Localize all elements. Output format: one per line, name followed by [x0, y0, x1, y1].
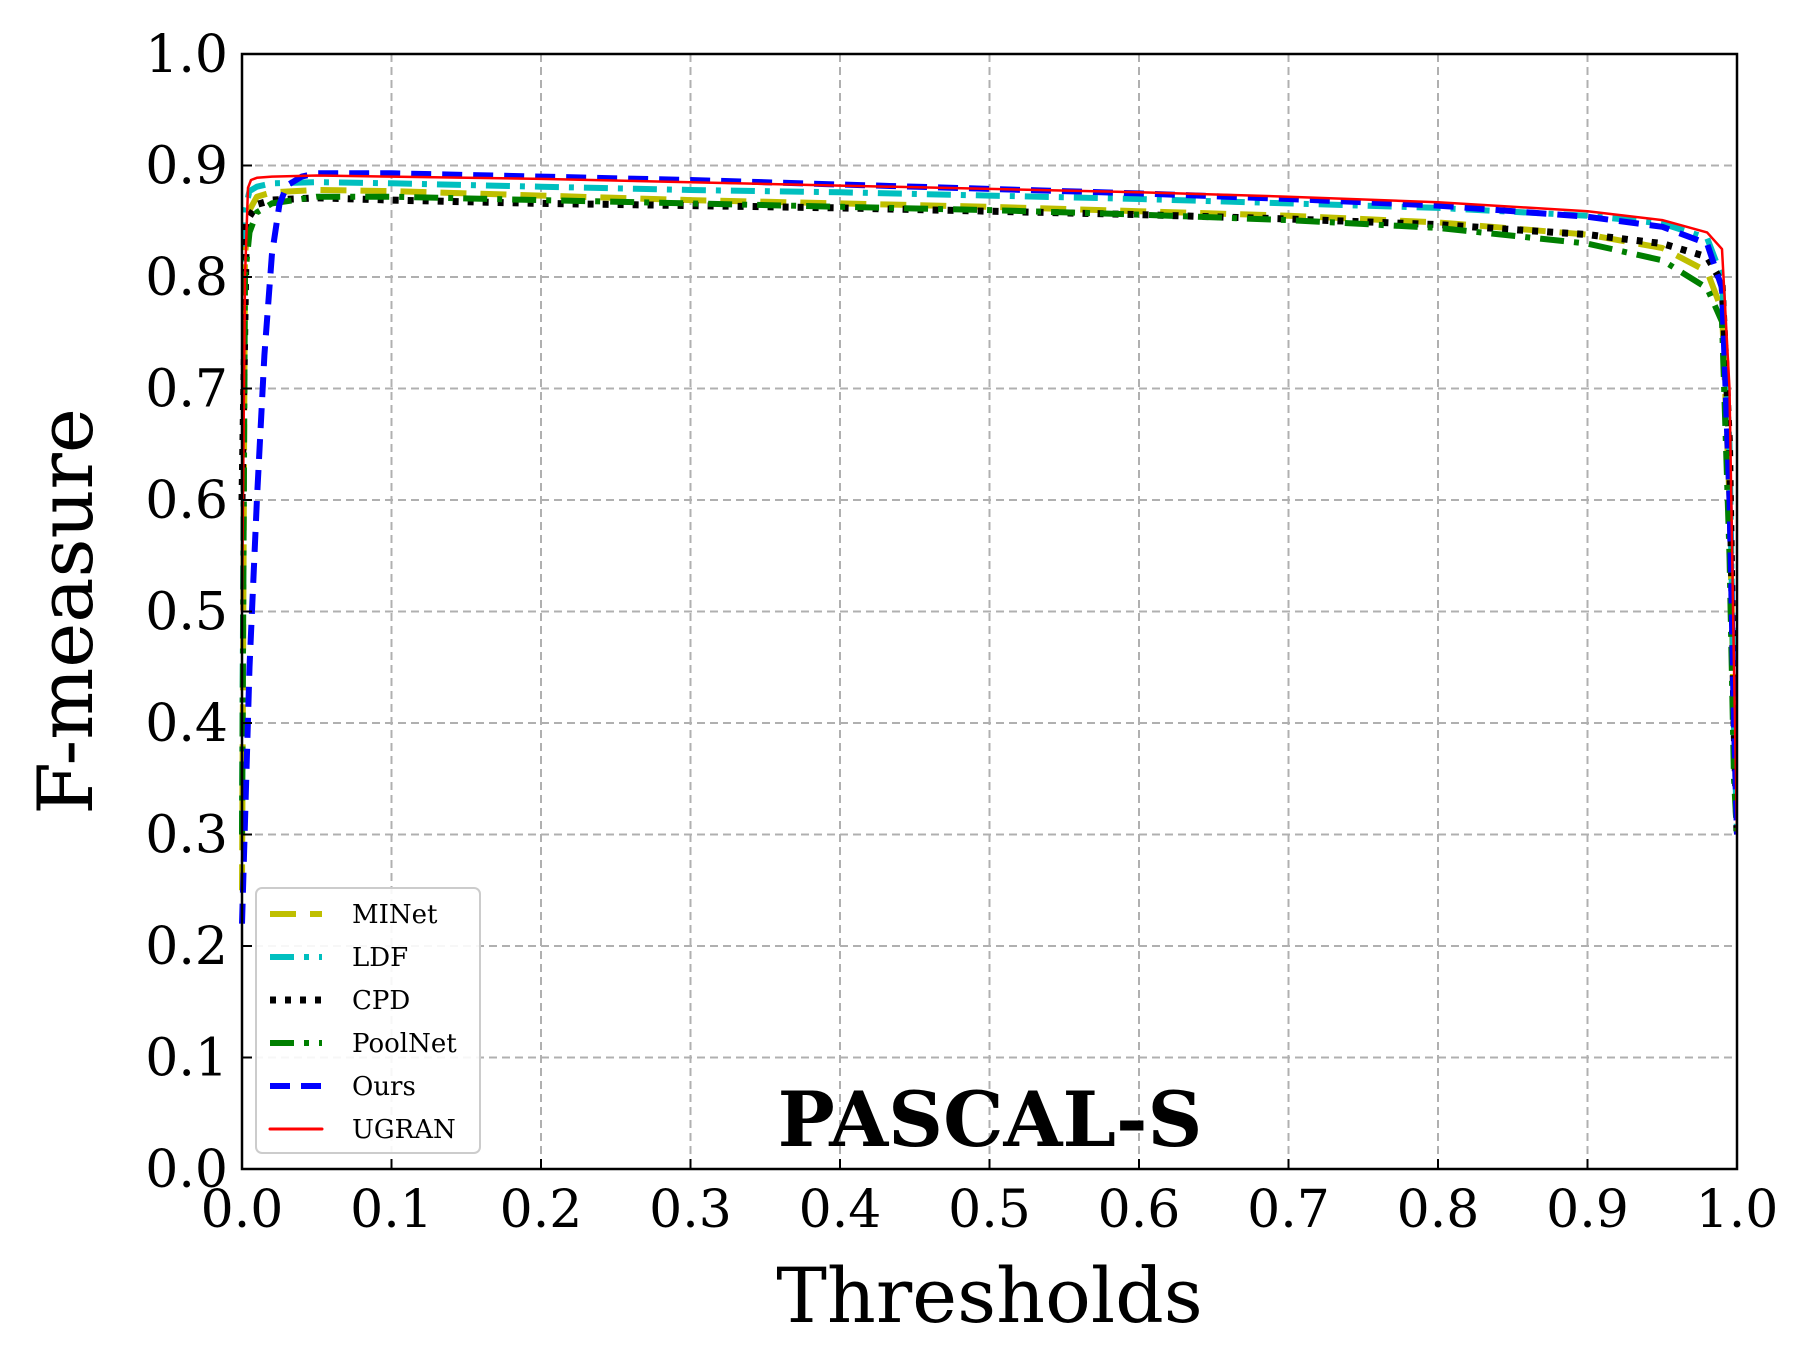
series-line-poolnet [239, 193, 1736, 835]
legend-label-cpd: CPD [352, 986, 410, 1016]
x-tick-label: 0.5 [948, 1180, 1031, 1240]
legend-label-ldf: LDF [352, 943, 408, 973]
dataset-annotation: PASCAL-S [778, 1075, 1203, 1164]
x-tick-label: 1.0 [1696, 1180, 1779, 1240]
legend: MINet LDF CPD PoolNet Ours UGRAN [255, 887, 481, 1154]
x-tick-label: 0.6 [1098, 1180, 1181, 1240]
y-axis-title: F-measure [21, 408, 110, 815]
y-tick-label: 0.1 [145, 1029, 228, 1089]
y-tick-label: 0.6 [145, 471, 228, 531]
legend-label-ugran: UGRAN [352, 1115, 456, 1145]
grid [242, 54, 1737, 1169]
x-tick-label: 0.4 [799, 1180, 882, 1240]
x-tick-label: 0.0 [201, 1180, 284, 1240]
series-line-ldf [239, 179, 1736, 835]
y-tick-label: 0.2 [145, 917, 228, 977]
y-tick-label: 0.7 [145, 360, 228, 420]
y-tick-label: 0.4 [145, 694, 228, 754]
x-tick-label: 0.1 [350, 1180, 433, 1240]
series-line-ugran [240, 174, 1736, 836]
y-tick-label: 0.5 [145, 583, 228, 643]
ticks [241, 53, 1738, 1170]
tick-labels: 0.0 0.1 0.2 0.3 0.4 0.5 0.6 0.7 0.8 0.9 1.0 0.0 0.1 0… [145, 25, 1778, 1240]
series-line-minet [239, 187, 1736, 891]
y-tick-label: 0.8 [145, 248, 228, 308]
x-tick-label: 0.3 [649, 1180, 732, 1240]
legend-label-minet: MINet [352, 900, 438, 930]
x-tick-label: 0.2 [500, 1180, 583, 1240]
x-tick-label: 0.8 [1397, 1180, 1480, 1240]
y-tick-label: 0.0 [145, 1140, 228, 1200]
x-tick-label: 0.9 [1546, 1180, 1629, 1240]
series-line-ours [239, 170, 1736, 924]
y-tick-label: 0.3 [145, 806, 228, 866]
legend-label-poolnet: PoolNet [352, 1029, 457, 1059]
y-tick-label: 0.9 [145, 137, 228, 197]
series-layer [238, 170, 1736, 924]
x-tick-label: 0.7 [1247, 1180, 1330, 1240]
legend-label-ours: Ours [352, 1072, 416, 1102]
x-axis-title: Thresholds [776, 1251, 1203, 1340]
y-tick-label: 1.0 [145, 25, 228, 85]
